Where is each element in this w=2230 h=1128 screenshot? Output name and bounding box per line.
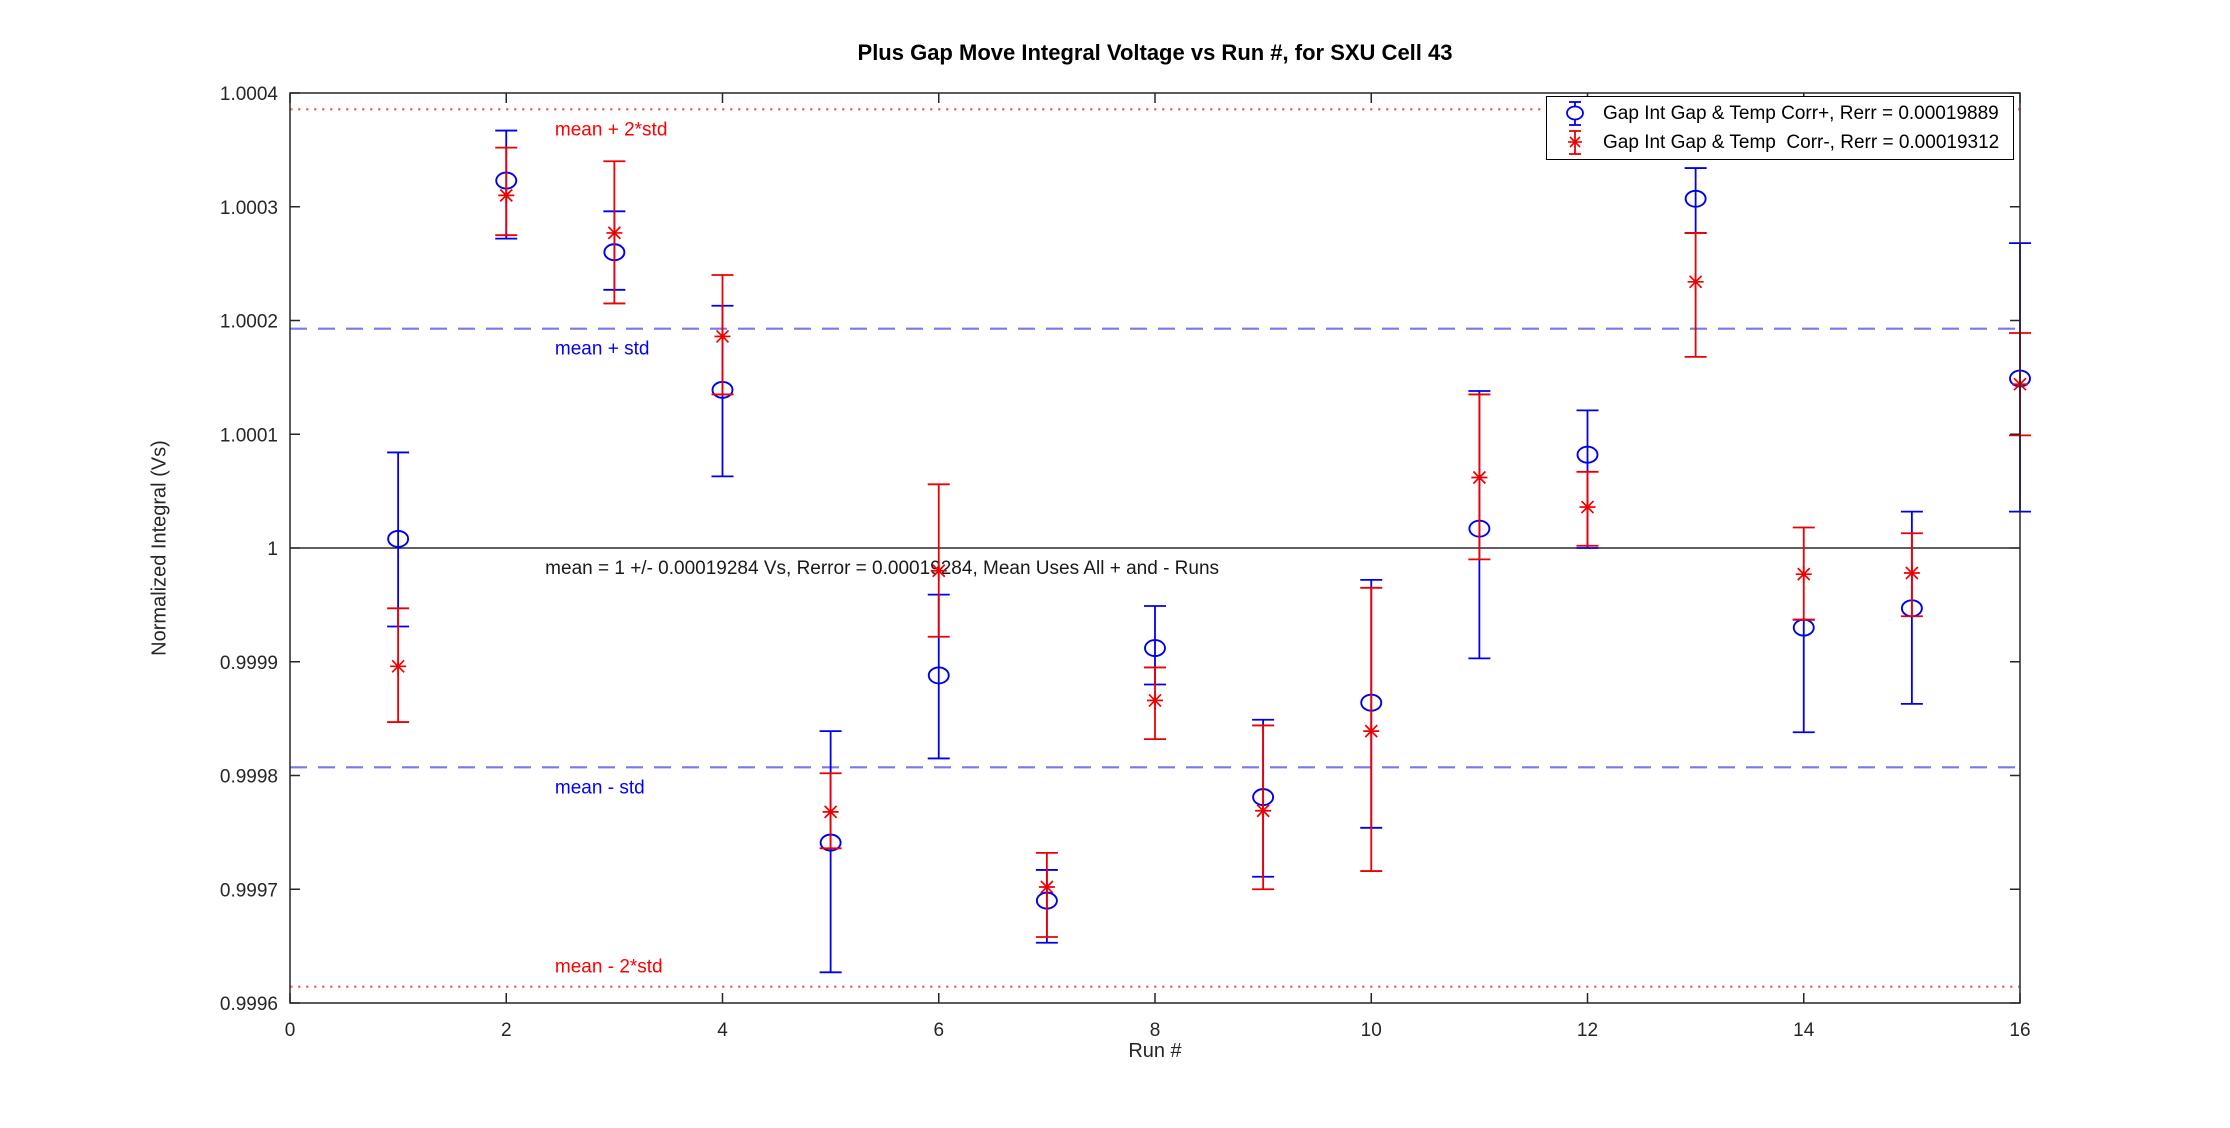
x-tick-label: 16 <box>2009 1020 2030 1041</box>
data-point-asterisk <box>499 188 513 202</box>
x-tick-label: 6 <box>933 1020 944 1041</box>
data-point-asterisk <box>1472 470 1486 485</box>
x-tick-label: 4 <box>717 1020 728 1041</box>
data-point-asterisk <box>1797 567 1811 581</box>
y-tick-label: 1.0001 <box>220 425 278 446</box>
data-point-asterisk <box>824 805 838 819</box>
x-tick-label: 2 <box>501 1020 512 1041</box>
y-tick-label: 0.9999 <box>220 653 278 674</box>
y-tick-label: 1.0004 <box>220 84 279 105</box>
asterisk-errorbar-icon <box>1547 129 1603 156</box>
data-point-circle <box>927 666 950 685</box>
x-axis-label: Run # <box>1128 1040 1182 1062</box>
reference-line-label: mean - std <box>555 777 645 798</box>
data-point-asterisk <box>1148 693 1162 708</box>
data-point-asterisk <box>1256 804 1270 818</box>
data-point-asterisk <box>1689 275 1703 289</box>
y-tick-label: 1.0003 <box>220 198 278 219</box>
x-tick-label: 8 <box>1150 1020 1161 1041</box>
legend-entry-corr-minus: Gap Int Gap & Temp Corr-, Rerr = 0.00019… <box>1547 128 2013 157</box>
legend: Gap Int Gap & Temp Corr+, Rerr = 0.00019… <box>1546 96 2014 160</box>
reference-line-label: mean + 2*std <box>555 119 668 140</box>
data-point-asterisk <box>1580 500 1595 514</box>
x-tick-label: 0 <box>285 1020 296 1041</box>
data-point-circle <box>1576 445 1599 464</box>
y-tick-label: 1 <box>267 539 278 560</box>
data-point-asterisk <box>1040 880 1054 894</box>
x-tick-label: 12 <box>1577 1020 1598 1041</box>
data-point-circle <box>1684 189 1707 208</box>
reference-line-label: mean + std <box>555 339 650 360</box>
y-axis-label: Normalized Integral (Vs) <box>148 440 171 656</box>
circle-errorbar-icon <box>1547 100 1603 127</box>
chart-title: Plus Gap Move Integral Voltage vs Run #,… <box>857 40 1453 65</box>
data-point-circle <box>387 529 410 548</box>
data-point-circle <box>1144 639 1166 658</box>
y-tick-label: 0.9996 <box>220 994 278 1015</box>
x-tick-label: 14 <box>1793 1020 1815 1041</box>
data-point-asterisk <box>1364 724 1378 738</box>
data-point-asterisk <box>607 226 621 240</box>
x-tick-label: 10 <box>1361 1020 1382 1041</box>
legend-label: Gap Int Gap & Temp Corr+, Rerr = 0.00019… <box>1603 102 1999 124</box>
reference-line-label: mean = 1 +/- 0.00019284 Vs, Rerror = 0.0… <box>545 558 1219 579</box>
y-tick-label: 1.0002 <box>220 312 278 333</box>
y-tick-label: 0.9997 <box>220 880 278 901</box>
legend-entry-corr-plus: Gap Int Gap & Temp Corr+, Rerr = 0.00019… <box>1547 99 2013 128</box>
data-point-asterisk <box>391 659 405 673</box>
data-point-asterisk <box>715 329 730 344</box>
y-tick-label: 0.9998 <box>220 767 278 788</box>
legend-label: Gap Int Gap & Temp Corr-, Rerr = 0.00019… <box>1603 131 2000 153</box>
data-point-asterisk <box>1905 566 1919 580</box>
data-point-asterisk <box>932 564 946 578</box>
reference-line-label: mean - 2*std <box>555 957 663 978</box>
